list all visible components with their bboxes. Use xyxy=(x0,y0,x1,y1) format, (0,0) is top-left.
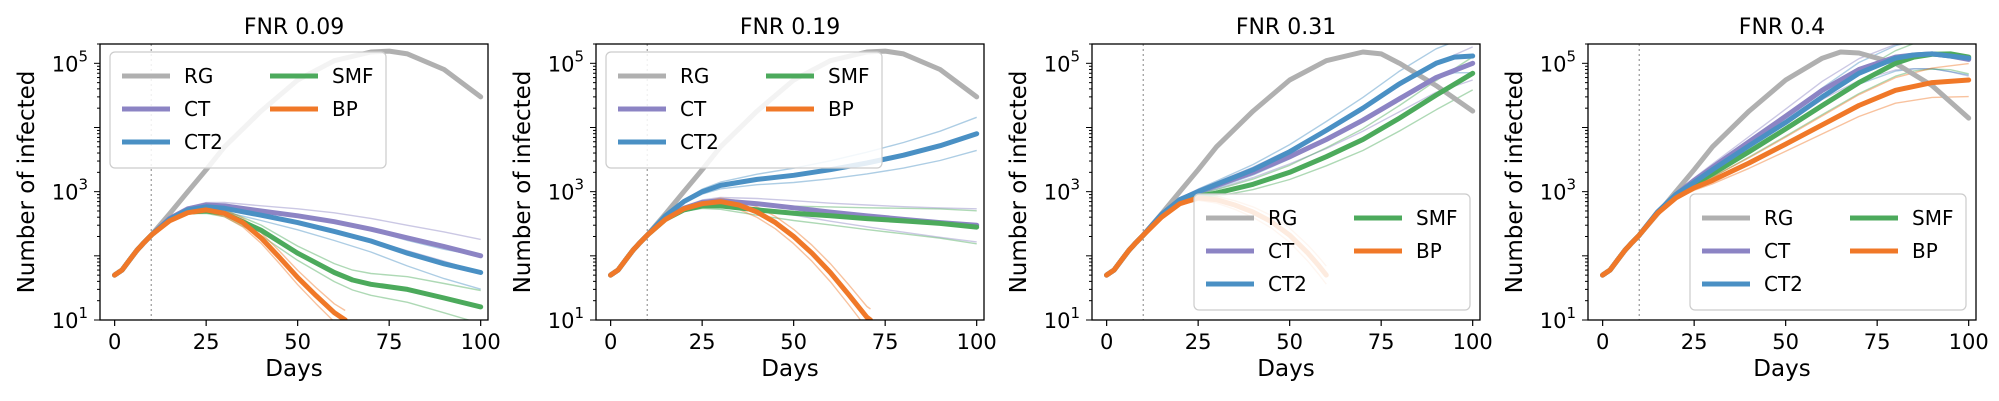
series-line-bp xyxy=(112,207,348,320)
x-tick-label: 25 xyxy=(1681,330,1708,354)
x-tick-label: 75 xyxy=(1864,330,1891,354)
legend: RG CT CT2 SMF BP xyxy=(1689,193,1967,311)
legend-label-smf: SMF xyxy=(1912,206,1953,230)
chart-title: FNR 0.09 xyxy=(244,15,344,40)
chart-panel-1: FNR 0.09 0 25 50 75 100 101 103 105 Days Number of… xyxy=(14,15,501,382)
legend-box xyxy=(605,51,883,169)
x-tick-label: 75 xyxy=(1368,330,1395,354)
legend-label-ct2: CT2 xyxy=(680,130,719,154)
plot-frame xyxy=(1091,43,1481,321)
legend-label-ct2: CT2 xyxy=(184,130,223,154)
y-tick-label: 103 xyxy=(1044,176,1080,205)
plot-frame xyxy=(99,43,489,321)
y-axis-label: Number of infected xyxy=(14,71,40,294)
series-replicate-bp xyxy=(114,211,334,320)
legend-label-ct: CT xyxy=(184,97,211,121)
plot-frame xyxy=(595,43,985,321)
y-tick-label: 105 xyxy=(1540,47,1576,76)
legend-label-bp: BP xyxy=(828,97,854,121)
chart-title: FNR 0.19 xyxy=(740,15,840,40)
y-tick-label: 103 xyxy=(1540,176,1576,205)
series-replicate-bp xyxy=(610,204,862,320)
x-tick-label: 75 xyxy=(872,330,899,354)
legend-label-bp: BP xyxy=(1912,239,1938,263)
x-axis-label: Days xyxy=(1257,356,1314,382)
y-tick-label: 101 xyxy=(1044,304,1080,333)
series-line-bp xyxy=(1600,77,1972,278)
x-axis-label: Days xyxy=(265,356,322,382)
y-tick-label: 101 xyxy=(1540,304,1576,333)
series-line-bp xyxy=(608,199,873,320)
legend-label-smf: SMF xyxy=(828,64,869,88)
series-lines xyxy=(608,48,980,320)
x-tick-label: 50 xyxy=(284,330,311,354)
legend-box xyxy=(1689,193,1967,311)
x-tick-label: 0 xyxy=(604,330,617,354)
legend-label-rg: RG xyxy=(680,64,709,88)
legend-label-ct: CT xyxy=(1764,239,1791,263)
series-lines xyxy=(112,48,484,320)
x-tick-label: 100 xyxy=(1949,330,1989,354)
y-axis-label: Number of infected xyxy=(1502,71,1528,294)
series-lines xyxy=(1600,44,1972,278)
y-tick-label: 101 xyxy=(548,304,584,333)
legend-label-smf: SMF xyxy=(332,64,373,88)
legend-label-ct: CT xyxy=(1268,239,1295,263)
legend-box xyxy=(1193,193,1471,311)
x-tick-label: 0 xyxy=(1596,330,1609,354)
legend-label-rg: RG xyxy=(184,64,213,88)
y-tick-label: 105 xyxy=(548,47,584,76)
x-tick-label: 25 xyxy=(1185,330,1212,354)
x-tick-label: 25 xyxy=(689,330,716,354)
y-tick-label: 105 xyxy=(52,47,88,76)
x-tick-label: 100 xyxy=(1453,330,1493,354)
y-axis-label: Number of infected xyxy=(510,71,536,294)
chart-title: FNR 0.4 xyxy=(1739,15,1825,40)
x-tick-label: 50 xyxy=(1276,330,1303,354)
y-tick-label: 101 xyxy=(52,304,88,333)
legend: RG CT CT2 SMF BP xyxy=(1193,193,1471,311)
x-axis-label: Days xyxy=(1753,356,1810,382)
chart-panel-3: FNR 0.31 0 25 50 75 100 101 103 105 Days Number of… xyxy=(1006,15,1493,382)
legend-label-ct: CT xyxy=(680,97,707,121)
x-tick-label: 0 xyxy=(1100,330,1113,354)
y-axis-label: Number of infected xyxy=(1006,71,1032,294)
chart-panel-2: FNR 0.19 0 25 50 75 100 101 103 105 Days Number of… xyxy=(510,15,997,382)
legend: RG CT CT2 SMF BP xyxy=(109,51,387,169)
x-tick-label: 100 xyxy=(461,330,501,354)
legend-box xyxy=(109,51,387,169)
x-tick-label: 50 xyxy=(1772,330,1799,354)
legend-label-rg: RG xyxy=(1268,206,1297,230)
chart-panel-4: FNR 0.4 0 25 50 75 100 101 103 105 Days Number of … xyxy=(1502,15,1989,382)
legend-label-smf: SMF xyxy=(1416,206,1457,230)
x-axis-label: Days xyxy=(761,356,818,382)
x-tick-label: 75 xyxy=(376,330,403,354)
legend-label-rg: RG xyxy=(1764,206,1793,230)
chart-title: FNR 0.31 xyxy=(1236,15,1336,40)
y-tick-label: 103 xyxy=(52,176,88,205)
x-tick-label: 50 xyxy=(780,330,807,354)
plot-frame xyxy=(1587,43,1977,321)
x-tick-label: 100 xyxy=(957,330,997,354)
legend-label-bp: BP xyxy=(1416,239,1442,263)
legend-label-bp: BP xyxy=(332,97,358,121)
legend: RG CT CT2 SMF BP xyxy=(605,51,883,169)
legend-label-ct2: CT2 xyxy=(1268,272,1307,296)
x-tick-label: 25 xyxy=(193,330,220,354)
x-tick-label: 0 xyxy=(108,330,121,354)
y-tick-label: 105 xyxy=(1044,47,1080,76)
legend-label-ct2: CT2 xyxy=(1764,272,1803,296)
y-tick-label: 103 xyxy=(548,176,584,205)
